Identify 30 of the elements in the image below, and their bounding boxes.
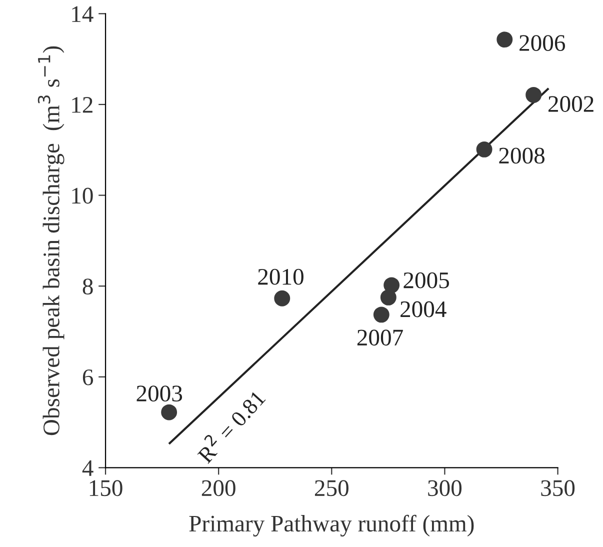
point xyxy=(526,86,542,103)
y-tick-label: 4 xyxy=(82,460,94,476)
point xyxy=(274,290,290,306)
y-tick-label: 12 xyxy=(72,97,92,113)
point xyxy=(476,141,492,158)
annotation: 2007 xyxy=(357,330,403,346)
point xyxy=(496,32,513,48)
annotation: 2010 xyxy=(258,268,304,285)
point xyxy=(161,404,178,420)
x-axis-title: Primary Pathway runoff (mm) xyxy=(189,514,474,537)
x-tick-label: 250 xyxy=(314,480,348,496)
annotation: 2005 xyxy=(404,272,449,288)
annotation: 2008 xyxy=(499,148,544,164)
point xyxy=(380,289,396,306)
x-tick-label: 350 xyxy=(541,480,575,496)
y-tick-label: 8 xyxy=(82,278,93,295)
y-tick-label: 6 xyxy=(82,369,94,386)
x-tick-label: 300 xyxy=(428,480,462,496)
x-tick-label: 150 xyxy=(90,480,122,496)
y-tick-label: 14 xyxy=(72,6,94,22)
annotation: R$^{2}$ = 0.81 xyxy=(193,386,266,464)
annotation: 2002 xyxy=(548,96,594,112)
y-tick-label: 10 xyxy=(72,188,93,204)
annotation: 2003 xyxy=(136,386,182,402)
point xyxy=(373,306,390,323)
annotation: 2006 xyxy=(520,35,566,52)
annotation: 2004 xyxy=(400,301,446,318)
x-tick-label: 200 xyxy=(202,480,236,496)
point xyxy=(384,277,400,294)
y-axis-title: Observed peak basin discharge (m$^{3}$ s$^{−1}$) xyxy=(38,46,64,436)
